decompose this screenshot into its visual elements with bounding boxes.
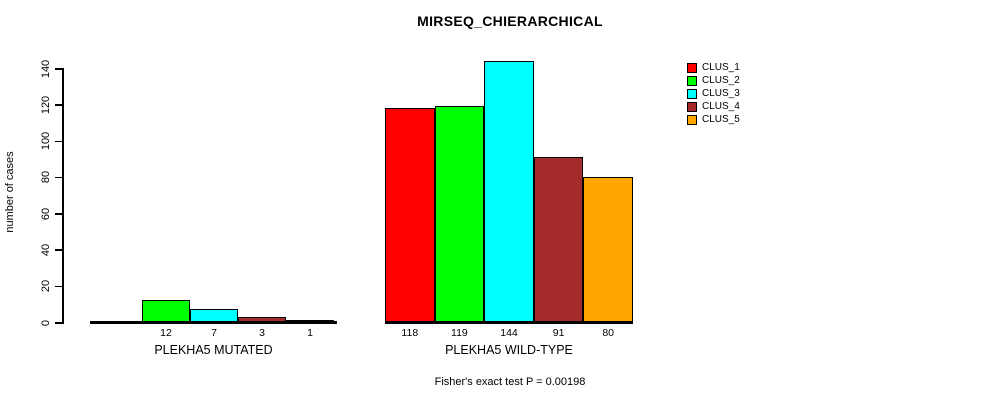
y-tick-label-140: 140 xyxy=(40,59,52,78)
x-baseline-plekha5-mutated xyxy=(90,321,337,324)
bar-clus-1-plekha5-wild-type xyxy=(385,107,435,322)
legend-swatch-clus-5 xyxy=(687,115,697,125)
y-tick-0 xyxy=(55,322,62,324)
legend-label-clus-2: CLUS_2 xyxy=(702,75,740,86)
bar-clus-2-plekha5-mutated xyxy=(142,300,190,322)
bar-value-label-plekha5-wild-type-4: 91 xyxy=(552,327,565,339)
y-tick-20 xyxy=(55,285,62,288)
bar-value-label-plekha5-wild-type-3: 144 xyxy=(500,327,518,339)
y-axis-line xyxy=(62,68,64,324)
legend-swatch-clus-1 xyxy=(687,63,697,73)
legend-swatch-clus-2 xyxy=(687,76,697,86)
bar-clus-5-plekha5-mutated xyxy=(286,320,334,323)
bar-clus-3-plekha5-wild-type xyxy=(484,60,534,322)
chart-title: MIRSEQ_CHIERARCHICAL xyxy=(417,13,603,29)
group-label-plekha5-wild-type: PLEKHA5 WILD-TYPE xyxy=(445,343,573,357)
y-tick-100 xyxy=(55,140,62,143)
bar-value-label-plekha5-mutated-4: 3 xyxy=(259,327,265,339)
bar-clus-3-plekha5-mutated xyxy=(190,309,238,322)
y-tick-label-20: 20 xyxy=(40,280,52,293)
x-baseline-plekha5-wild-type xyxy=(385,321,633,324)
y-tick-40 xyxy=(55,249,62,251)
y-axis-label: number of cases xyxy=(4,151,16,233)
y-tick-label-100: 100 xyxy=(40,131,52,151)
bar-value-label-plekha5-mutated-3: 7 xyxy=(211,327,217,339)
legend-swatch-clus-3 xyxy=(687,89,697,99)
bar-value-label-plekha5-mutated-2: 12 xyxy=(160,327,172,339)
y-tick-120 xyxy=(55,104,62,106)
legend-label-clus-4: CLUS_4 xyxy=(702,101,740,112)
y-tick-label-80: 80 xyxy=(40,171,52,184)
legend-swatch-clus-4 xyxy=(687,102,697,112)
bar-clus-4-plekha5-wild-type xyxy=(533,156,584,322)
footnote-fisher-test: Fisher's exact test P = 0.00198 xyxy=(434,376,586,388)
y-tick-label-60: 60 xyxy=(40,207,52,220)
bar-value-label-plekha5-wild-type-5: 80 xyxy=(602,327,615,339)
group-label-plekha5-mutated: PLEKHA5 MUTATED xyxy=(154,343,273,357)
y-tick-label-120: 120 xyxy=(40,95,52,114)
bar-clus-2-plekha5-wild-type xyxy=(434,106,485,322)
y-tick-label-0: 0 xyxy=(40,319,52,326)
y-tick-label-40: 40 xyxy=(40,243,52,257)
bar-value-label-plekha5-wild-type-1: 118 xyxy=(401,327,419,339)
bar-value-label-plekha5-wild-type-2: 119 xyxy=(451,327,468,339)
y-tick-60 xyxy=(55,213,62,215)
legend-label-clus-3: CLUS_3 xyxy=(702,88,740,99)
legend-label-clus-5: CLUS_5 xyxy=(702,114,740,125)
y-tick-140 xyxy=(55,68,62,70)
bar-value-label-plekha5-mutated-5: 1 xyxy=(307,327,313,339)
bar-clus-4-plekha5-mutated xyxy=(238,316,286,322)
y-tick-80 xyxy=(55,176,62,179)
legend-label-clus-1: CLUS_1 xyxy=(702,62,740,73)
bar-clus-5-plekha5-wild-type xyxy=(583,176,633,322)
